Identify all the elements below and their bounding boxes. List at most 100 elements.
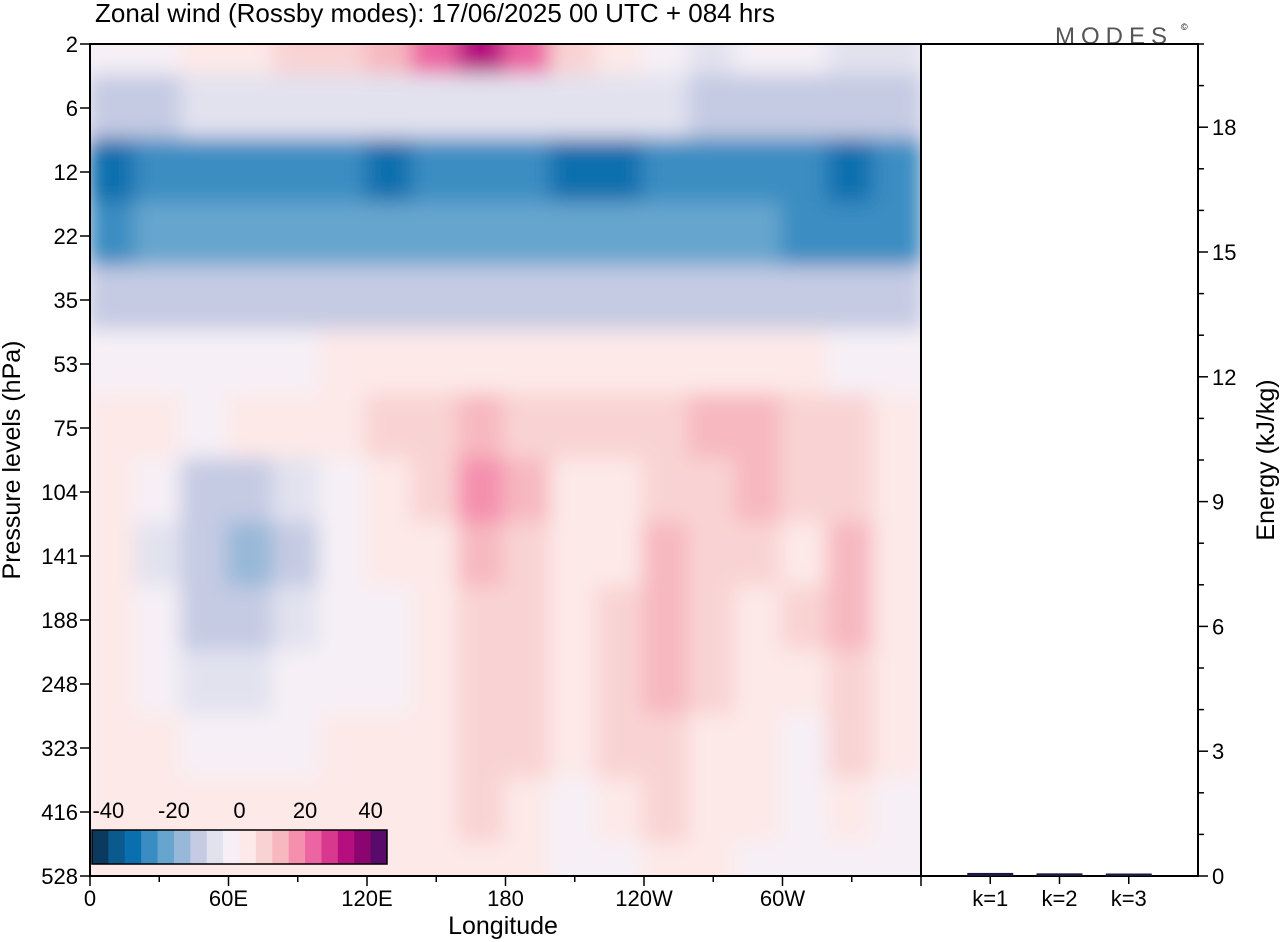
contour-cell xyxy=(688,522,739,590)
pressure-tick-label: 12 xyxy=(54,160,78,185)
contour-cell xyxy=(411,842,462,876)
longitude-tick-label: 60W xyxy=(760,886,805,911)
contour-cell xyxy=(826,586,877,654)
contour-cell xyxy=(734,586,785,654)
energy-tick-label: 12 xyxy=(1212,365,1236,390)
contour-cell xyxy=(872,266,921,334)
contour-cell xyxy=(734,778,785,846)
colorbar-swatch xyxy=(223,830,240,864)
colorbar-swatch xyxy=(337,830,355,864)
contour-cell xyxy=(180,266,231,334)
contour-cell xyxy=(826,266,877,334)
contour-cell xyxy=(318,458,369,526)
contour-cell xyxy=(180,44,231,78)
energy-bar xyxy=(967,872,1014,876)
contour-cell xyxy=(457,330,508,398)
pressure-axis: 2 6 12 22 35 53 75 104 141 188 248 323 416 528 xyxy=(41,32,90,889)
contour-cell xyxy=(365,138,416,206)
contour-cell xyxy=(457,394,508,462)
pressure-tick-label: 323 xyxy=(41,736,78,761)
colorbar-swatch xyxy=(272,830,290,864)
contour-cell xyxy=(318,522,369,590)
pressure-tick-label: 416 xyxy=(41,800,78,825)
contour-cell xyxy=(734,202,785,270)
contour-cell xyxy=(688,330,739,398)
pressure-tick-label: 75 xyxy=(54,416,78,441)
contour-cell xyxy=(90,138,139,206)
contour-cell xyxy=(90,714,139,782)
contour-cell xyxy=(226,522,277,590)
y2-axis-label: Energy (kJ/kg) xyxy=(1252,379,1280,540)
contour-cell xyxy=(780,266,831,334)
contour-cell xyxy=(549,586,600,654)
pressure-tick-label: 188 xyxy=(41,608,78,633)
contour-cell xyxy=(503,586,554,654)
contour-cell xyxy=(90,202,139,270)
contour-cell xyxy=(595,202,646,270)
longitude-tick-label: 0 xyxy=(84,886,96,911)
contour-cell xyxy=(318,202,369,270)
contour-cell xyxy=(411,202,462,270)
contour-cell xyxy=(734,266,785,334)
contour-cell xyxy=(90,586,139,654)
contour-cell xyxy=(734,330,785,398)
contour-cell xyxy=(826,74,877,142)
contour-cell xyxy=(595,138,646,206)
contour-cell xyxy=(365,458,416,526)
colorbar-swatch xyxy=(141,830,159,864)
contour-cell xyxy=(595,650,646,718)
contour-cell xyxy=(457,650,508,718)
contour-cell xyxy=(90,74,139,142)
contour-cell xyxy=(180,138,231,206)
contour-cell xyxy=(642,778,693,846)
colorbar-swatch xyxy=(190,830,208,864)
contour-cell xyxy=(134,458,185,526)
contour-cell xyxy=(180,202,231,270)
energy-axis: 0 3 6 9 12 15 18 xyxy=(1198,43,1236,889)
colorbar-swatch xyxy=(321,830,339,864)
contour-cell xyxy=(180,586,231,654)
contour-cell xyxy=(503,202,554,270)
longitude-tick-label: 180 xyxy=(487,886,524,911)
colorbar-swatch xyxy=(206,830,224,864)
contour-cell xyxy=(826,842,877,876)
contour-cell xyxy=(780,44,831,78)
contour-cell xyxy=(642,74,693,142)
energy-tick-label: 3 xyxy=(1212,739,1224,764)
contour-cell xyxy=(595,394,646,462)
contour-cell xyxy=(780,650,831,718)
contour-cell xyxy=(688,650,739,718)
contour-cell xyxy=(90,394,139,462)
contour-cell xyxy=(549,458,600,526)
contour-cell xyxy=(595,266,646,334)
pressure-tick-label: 248 xyxy=(41,672,78,697)
contour-cell xyxy=(457,842,508,876)
contour-cell xyxy=(780,842,831,876)
contour-cell xyxy=(134,522,185,590)
pressure-tick-label: 35 xyxy=(54,288,78,313)
contour-cell xyxy=(272,714,323,782)
contour-cell xyxy=(134,330,185,398)
contour-cell xyxy=(872,778,921,846)
pressure-tick-label: 6 xyxy=(66,96,78,121)
colorbar-swatch xyxy=(305,830,322,864)
contour-cell xyxy=(134,138,185,206)
energy-bars xyxy=(967,872,1152,876)
contour-cell xyxy=(457,586,508,654)
contour-cell xyxy=(90,330,139,398)
colorbar-swatch xyxy=(173,830,191,864)
x-axis-label: Longitude xyxy=(448,912,558,940)
contour-cell xyxy=(226,330,277,398)
contour-cell xyxy=(642,330,693,398)
contour-cell xyxy=(780,394,831,462)
contour-cell xyxy=(688,458,739,526)
contour-cell xyxy=(226,394,277,462)
contour-cell xyxy=(411,586,462,654)
contour-cell xyxy=(134,394,185,462)
energy-bar xyxy=(1105,873,1152,876)
contour-cell xyxy=(688,586,739,654)
contour-cell xyxy=(318,74,369,142)
contour-cell xyxy=(872,842,921,876)
contour-cell xyxy=(272,458,323,526)
contour-cell xyxy=(549,778,600,846)
